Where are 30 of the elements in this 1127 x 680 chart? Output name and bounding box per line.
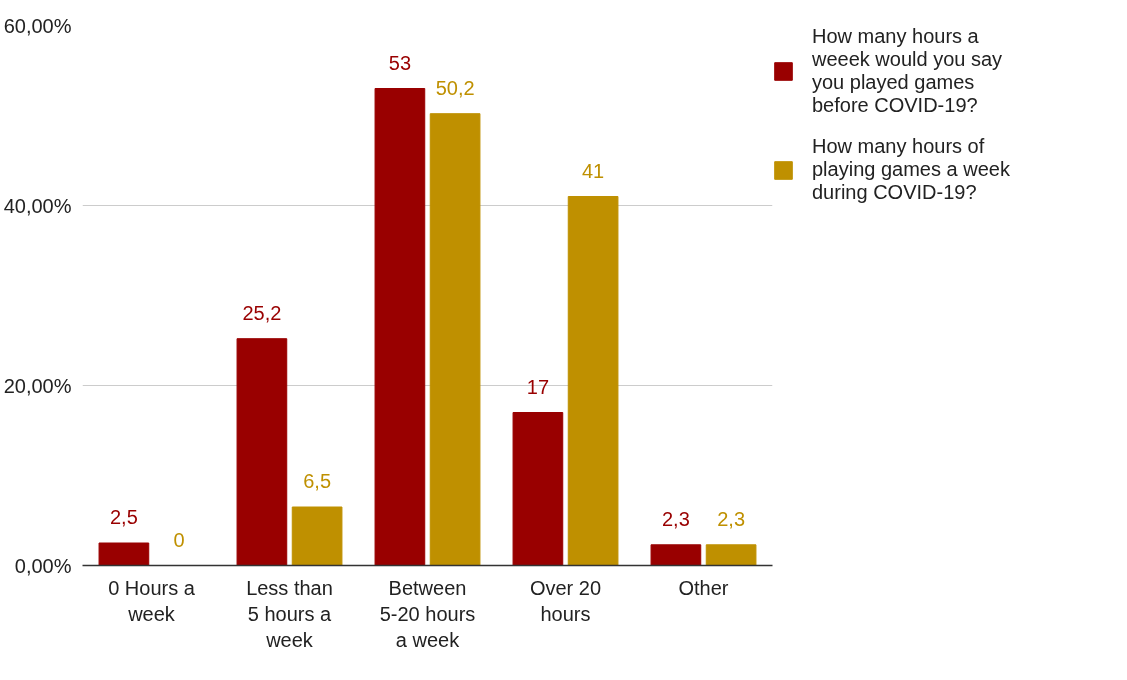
data-label: 17: [526, 375, 550, 398]
y-tick-label: 20,00%: [3, 374, 72, 397]
bar: [429, 113, 481, 566]
x-tick-label: Other: [678, 576, 729, 599]
bar: [291, 506, 343, 566]
bar: [567, 196, 619, 566]
data-label: 2,3: [717, 507, 746, 530]
bar: [512, 412, 564, 566]
data-label: 2,3: [662, 507, 690, 530]
data-label: 41: [581, 159, 605, 182]
y-tick-label: 40,00%: [3, 194, 72, 217]
y-tick-label: 0,00%: [14, 554, 72, 577]
x-tick-label: Over 20 hours: [529, 576, 602, 625]
data-label: 25,2: [242, 301, 282, 324]
x-tick-label: Less than 5 hours a week: [246, 576, 333, 652]
bar: [236, 338, 288, 566]
x-tick-label: Between 5-20 hours a week: [379, 576, 476, 652]
data-label: 50,2: [435, 76, 475, 99]
data-label: 6,5: [303, 470, 332, 493]
y-tick-label: 60,00%: [3, 14, 72, 37]
bar: [705, 544, 757, 566]
bar: [650, 544, 702, 566]
data-label: 0: [173, 528, 185, 551]
data-label: 53: [388, 51, 412, 74]
bar: [374, 88, 426, 566]
bar: [98, 542, 150, 566]
x-tick-label: 0 Hours a week: [108, 576, 196, 625]
legend-label: How many hours of playing games a week during COVID-19?: [812, 135, 1010, 204]
data-label: 2,5: [110, 506, 138, 529]
legend-label: How many hours a weeek would you say you played games before COVID-19?: [812, 25, 1003, 117]
